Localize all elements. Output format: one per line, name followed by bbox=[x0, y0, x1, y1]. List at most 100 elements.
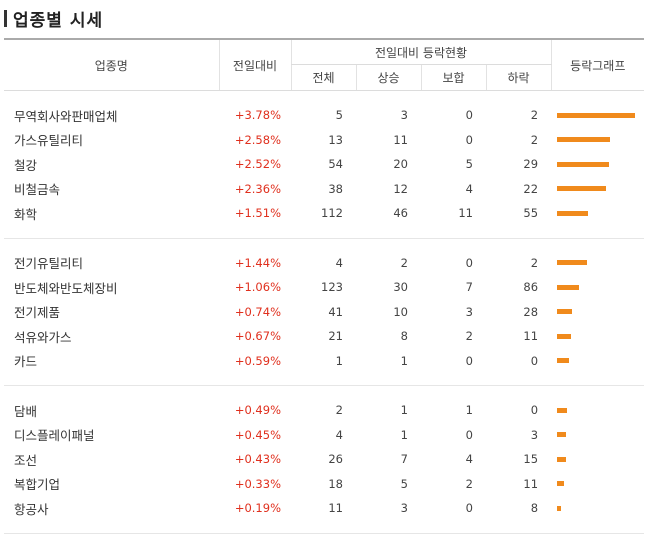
spacer-cell bbox=[4, 386, 644, 399]
section-title: 업종별 시세 bbox=[4, 6, 103, 31]
count-flat: 4 bbox=[465, 181, 473, 196]
change-graph bbox=[551, 472, 644, 497]
table-row[interactable]: 항공사 +0.19% 11 3 0 8 bbox=[4, 496, 644, 521]
count-down: 29 bbox=[523, 157, 539, 172]
change-rate: +0.74% bbox=[234, 304, 281, 319]
spacer-cell bbox=[4, 225, 645, 239]
table-row[interactable]: 가스유틸리티 +2.58% 13 11 0 2 bbox=[4, 128, 644, 153]
table-row[interactable]: 전기유틸리티 +1.44% 4 2 0 2 bbox=[4, 251, 644, 276]
table-row[interactable]: 반도체와반도체장비 +1.06% 123 30 7 86 bbox=[4, 275, 644, 300]
change-graph bbox=[551, 496, 644, 521]
change-graph bbox=[551, 128, 644, 153]
table-row[interactable]: 무역회사와판매업체 +3.78% 5 3 0 2 bbox=[4, 103, 644, 128]
change-bar bbox=[557, 407, 568, 413]
count-up: 1 bbox=[400, 353, 408, 368]
count-down: 15 bbox=[523, 452, 539, 467]
change-rate: +3.78% bbox=[234, 108, 281, 123]
change-rate: +1.06% bbox=[234, 280, 281, 295]
table-row[interactable]: 복합기업 +0.33% 18 5 2 11 bbox=[4, 472, 644, 497]
count-up: 5 bbox=[400, 476, 408, 491]
header-rate[interactable]: 전일대비 bbox=[218, 39, 291, 91]
count-total: 1 bbox=[335, 353, 343, 368]
count-flat: 0 bbox=[465, 501, 473, 516]
table-row[interactable]: 담배 +0.49% 2 1 1 0 bbox=[4, 398, 644, 423]
count-flat: 3 bbox=[465, 304, 473, 319]
change-rate: +0.43% bbox=[234, 452, 281, 467]
count-down: 8 bbox=[530, 501, 539, 516]
change-graph bbox=[551, 103, 644, 128]
sector-name-link[interactable]: 반도체와반도체장비 bbox=[14, 280, 118, 296]
sector-name-link[interactable]: 디스플레이패널 bbox=[14, 428, 95, 444]
table-row[interactable]: 석유와가스 +0.67% 21 8 2 11 bbox=[4, 324, 644, 349]
count-down: 11 bbox=[523, 329, 539, 344]
count-total: 13 bbox=[328, 132, 343, 147]
header-graph: 등락그래프 bbox=[550, 39, 645, 91]
count-flat: 0 bbox=[465, 353, 473, 368]
title-accent-bar bbox=[4, 9, 7, 27]
count-flat: 0 bbox=[465, 108, 473, 123]
sector-name-link[interactable]: 전기제품 bbox=[14, 305, 61, 321]
count-total: 4 bbox=[335, 427, 343, 442]
spacer-cell bbox=[4, 373, 645, 386]
count-down: 11 bbox=[523, 476, 539, 491]
header-up[interactable]: 상승 bbox=[355, 64, 421, 91]
table-row[interactable]: 조선 +0.43% 26 7 4 15 bbox=[4, 447, 644, 472]
change-bar bbox=[557, 137, 611, 143]
change-rate: +1.51% bbox=[234, 206, 281, 221]
sector-name-link[interactable]: 전기유틸리티 bbox=[14, 256, 84, 272]
group-spacer bbox=[4, 373, 645, 386]
sector-name-link[interactable]: 카드 bbox=[14, 354, 38, 370]
change-bar bbox=[557, 260, 588, 266]
group-spacer bbox=[4, 238, 644, 251]
table-row[interactable]: 철강 +2.52% 54 20 5 29 bbox=[4, 152, 644, 177]
sector-name-link[interactable]: 비철금속 bbox=[14, 182, 61, 198]
count-flat: 2 bbox=[465, 476, 473, 491]
group-spacer bbox=[4, 225, 645, 239]
spacer-cell bbox=[4, 520, 645, 534]
spacer-cell bbox=[4, 238, 644, 251]
table-body: 무역회사와판매업체 +3.78% 5 3 0 2 가스유틸리티 +2.58% 13 11 0 2 철강 +… bbox=[4, 91, 645, 534]
change-bar bbox=[557, 333, 572, 339]
count-up: 11 bbox=[393, 132, 408, 147]
count-up: 8 bbox=[400, 329, 408, 344]
change-graph bbox=[551, 324, 644, 349]
sector-name-link[interactable]: 조선 bbox=[14, 452, 38, 468]
change-graph bbox=[551, 275, 644, 300]
table-row[interactable]: 전기제품 +0.74% 41 10 3 28 bbox=[4, 300, 644, 325]
header-name[interactable]: 업종명 bbox=[4, 39, 219, 91]
count-flat: 0 bbox=[465, 427, 473, 442]
change-rate: +2.58% bbox=[234, 132, 281, 147]
sector-name-link[interactable]: 복합기업 bbox=[14, 477, 61, 493]
count-up: 12 bbox=[393, 181, 408, 196]
table-row[interactable]: 카드 +0.59% 1 1 0 0 bbox=[4, 349, 644, 374]
table-row[interactable]: 화학 +1.51% 112 46 11 55 bbox=[4, 201, 644, 226]
count-down: 28 bbox=[523, 304, 539, 319]
count-down: 2 bbox=[530, 255, 539, 270]
table-row[interactable]: 디스플레이패널 +0.45% 4 1 0 3 bbox=[4, 423, 644, 448]
group-spacer bbox=[4, 520, 645, 534]
sector-name-link[interactable]: 철강 bbox=[14, 157, 38, 173]
sector-name-link[interactable]: 화학 bbox=[14, 206, 38, 222]
change-bar bbox=[557, 432, 567, 438]
sector-name-link[interactable]: 담배 bbox=[14, 403, 38, 419]
change-rate: +0.59% bbox=[234, 353, 281, 368]
change-rate: +1.44% bbox=[234, 255, 281, 270]
count-up: 3 bbox=[400, 501, 408, 516]
header-flat[interactable]: 보합 bbox=[420, 64, 486, 91]
sector-name-link[interactable]: 무역회사와판매업체 bbox=[14, 108, 118, 124]
change-graph bbox=[551, 398, 644, 423]
table-row[interactable]: 비철금속 +2.36% 38 12 4 22 bbox=[4, 177, 644, 202]
sector-name-link[interactable]: 가스유틸리티 bbox=[14, 133, 84, 149]
change-rate: +0.19% bbox=[234, 501, 281, 516]
count-up: 3 bbox=[400, 108, 408, 123]
change-graph bbox=[551, 300, 644, 325]
change-bar bbox=[557, 186, 607, 192]
sector-name-link[interactable]: 항공사 bbox=[14, 501, 49, 517]
count-down: 3 bbox=[530, 427, 539, 442]
count-down: 0 bbox=[530, 353, 539, 368]
header-total[interactable]: 전체 bbox=[290, 64, 356, 91]
count-total: 112 bbox=[321, 206, 343, 221]
sector-name-link[interactable]: 석유와가스 bbox=[14, 329, 72, 345]
header-down[interactable]: 하락 bbox=[485, 64, 552, 91]
count-up: 1 bbox=[400, 403, 408, 418]
